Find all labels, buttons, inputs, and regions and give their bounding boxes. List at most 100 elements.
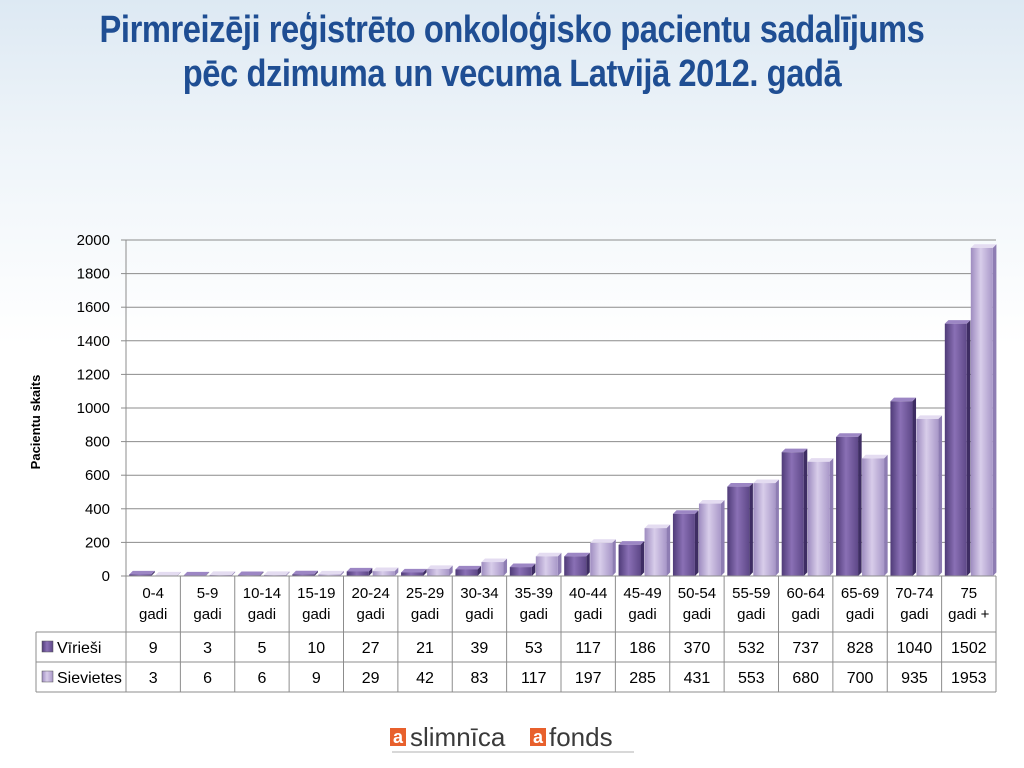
bar-side [259, 571, 264, 576]
category-label: 0-4 [142, 585, 164, 602]
bar-side [775, 479, 779, 576]
bar-face [509, 567, 532, 576]
bar-side [612, 539, 616, 576]
bar-top [672, 510, 699, 514]
data-label: 935 [901, 670, 928, 687]
y-tick-label: 400 [85, 501, 110, 518]
bar-top [509, 563, 536, 568]
bar-face [346, 571, 369, 576]
title-line-1: Pirmreizēji reģistrēto onkoloģisko pacie… [99, 9, 925, 51]
bar-female [481, 558, 508, 576]
bar-side [884, 454, 888, 576]
bar-top [263, 571, 290, 575]
bar-top [481, 558, 508, 563]
data-label: 370 [684, 640, 711, 657]
data-label: 9 [149, 640, 158, 657]
bar-top [318, 570, 344, 575]
legend-label: Sievietes [57, 670, 122, 687]
legend-swatch [41, 640, 54, 653]
bar-top [455, 565, 482, 570]
y-tick-label: 800 [85, 434, 110, 451]
bar-side [640, 541, 645, 576]
bar-top [155, 571, 181, 576]
bar-male [564, 552, 590, 576]
bar-female [644, 524, 671, 576]
bar-male [781, 448, 808, 576]
bar-female [372, 567, 399, 576]
bar-face [292, 574, 315, 576]
bar-male [672, 510, 699, 576]
bar-female [753, 479, 779, 576]
bar-side [177, 571, 181, 576]
data-label: 6 [203, 670, 212, 687]
data-label: 186 [629, 640, 656, 657]
bar-face [944, 323, 967, 576]
bar-face [481, 562, 504, 576]
category-label: 10-14 [243, 585, 281, 602]
category-label: 65-69 [841, 585, 879, 602]
bar-top [644, 524, 671, 529]
bar-side [205, 571, 210, 576]
bar-side [394, 567, 399, 576]
data-label: 1040 [897, 640, 933, 657]
category-label: gadi [411, 606, 439, 623]
bar-top [346, 567, 373, 572]
category-label: 50-54 [678, 585, 716, 602]
bar-face [263, 574, 286, 576]
category-label: gadi + [948, 606, 990, 623]
bar-face [727, 486, 750, 576]
bar-top [183, 571, 210, 576]
bar-face [916, 418, 939, 576]
bar-female [535, 552, 562, 576]
bar-male [618, 541, 645, 576]
bar-face [372, 571, 395, 576]
page-title: Pirmreizēji reģistrēto onkoloģisko pacie… [72, 8, 953, 96]
category-label: 75 [960, 585, 977, 602]
data-label: 83 [471, 670, 489, 687]
y-tick-label: 1600 [77, 299, 110, 316]
bar-male [455, 565, 482, 576]
category-label: gadi [302, 606, 330, 623]
category-label: gadi [792, 606, 820, 623]
bar-male [346, 567, 373, 576]
bar-face [129, 574, 152, 576]
y-tick-label: 1400 [77, 333, 110, 350]
data-label: 39 [471, 640, 489, 657]
bar-top [590, 539, 616, 543]
data-label: 532 [738, 640, 765, 657]
bar-side [586, 552, 590, 576]
bar-top [781, 448, 808, 453]
logo-text-1: slimnīca [410, 722, 506, 752]
bar-top [890, 397, 917, 402]
bar-top [698, 499, 725, 504]
data-label: 53 [525, 640, 543, 657]
bar-side [557, 552, 562, 576]
bar-side [912, 397, 917, 576]
y-tick-label: 1000 [77, 400, 110, 417]
category-label: gadi [465, 606, 493, 623]
category-label: gadi [139, 606, 167, 623]
bar-top [427, 565, 453, 569]
bar-side [340, 570, 344, 576]
bar-top [209, 571, 236, 575]
data-label: 700 [847, 670, 874, 687]
bar-top [618, 541, 645, 545]
data-label: 431 [684, 670, 711, 687]
bar-face [644, 528, 667, 576]
bar-top [727, 483, 753, 487]
bar-face [836, 436, 859, 576]
category-label: 30-34 [460, 585, 498, 602]
bar-face [753, 483, 776, 576]
bar-side [151, 570, 155, 576]
bar-face [672, 513, 695, 576]
bar-side [666, 524, 671, 576]
bar-top [916, 415, 943, 419]
bar-face [781, 452, 804, 576]
category-label: 70-74 [895, 585, 933, 602]
bar-male [727, 483, 753, 576]
data-label: 1502 [951, 640, 987, 657]
bar-female [427, 565, 453, 576]
bar-face [807, 461, 830, 576]
category-label: gadi [248, 606, 276, 623]
bar-face [209, 574, 232, 576]
